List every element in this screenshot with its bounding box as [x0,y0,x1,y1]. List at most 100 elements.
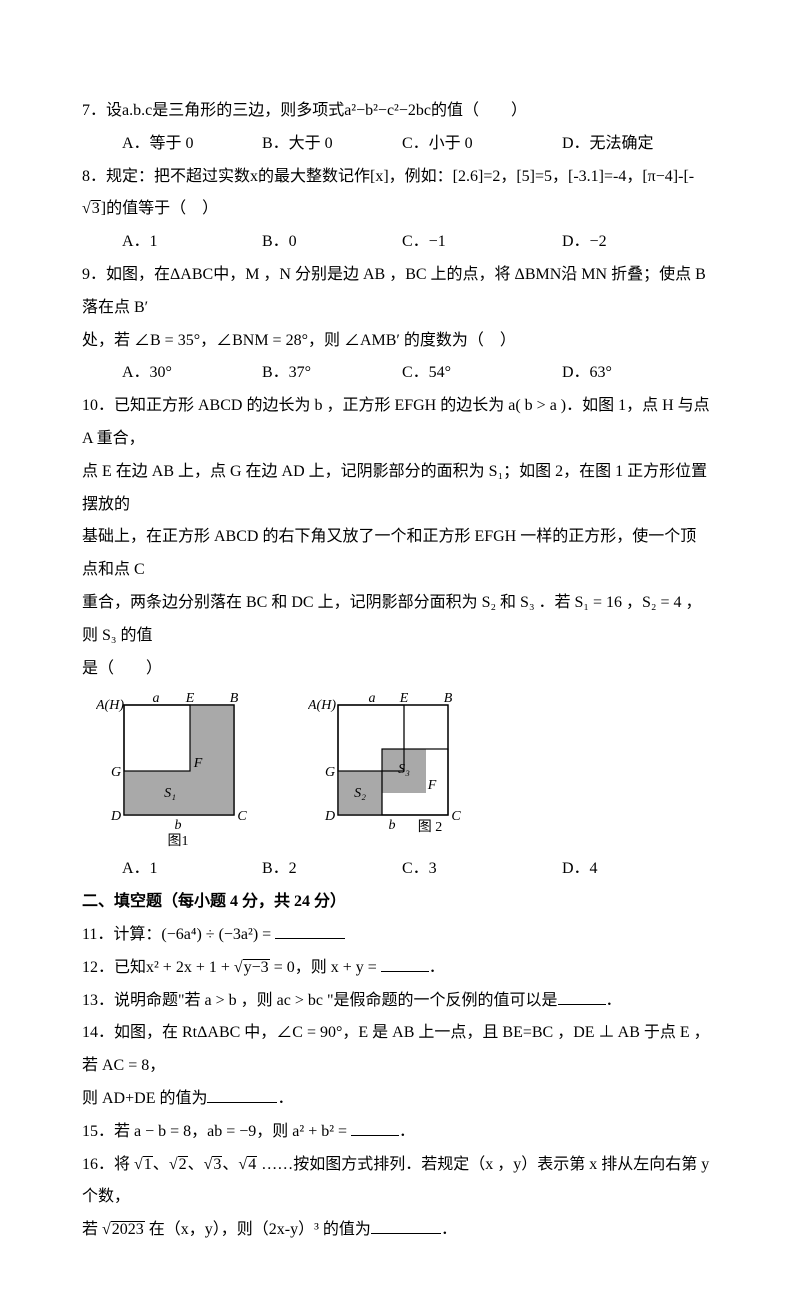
fig1-cap: 图1 [168,834,189,849]
q9-line2: 处，若 ∠B = 35°，∠BNM = 28°，则 ∠AMB′ 的度数为（ ） [82,325,712,358]
q10-opt-a: A．1 [122,853,262,886]
q7-opt-c: C．小于 0 [402,128,562,161]
q16-blank [371,1219,441,1234]
q15: 15．若 a − b = 8，ab = −9，则 a² + b² = ． [82,1116,712,1149]
sqrt-icon: √2 [169,1156,188,1173]
q9-opt-c: C．54° [402,357,562,390]
q11-pre: 11．计算： [82,926,161,943]
q10-options: A．1 B．2 C．3 D．4 [122,853,712,886]
q12: 12．已知x² + 2x + 1 + √y−3 = 0，则 x + y = ． [82,952,712,985]
q7-opt-d: D．无法确定 [562,128,702,161]
q9-opt-a: A．30° [122,357,262,390]
q12-mid: = 0，则 x + y = [270,959,381,976]
q7-options: A．等于 0 B．大于 0 C．小于 0 D．无法确定 [122,128,712,161]
q10-l3: 基础上，在正方形 ABCD 的右下角又放了一个和正方形 EFGH 一样的正方形，… [82,521,712,587]
q9-options: A．30° B．37° C．54° D．63° [122,357,712,390]
sqrt-icon: √4 [238,1156,257,1173]
fig1-E: E [185,691,195,706]
q10-opt-b: B．2 [262,853,402,886]
fig1-C: C [237,809,247,824]
fig1-a: a [153,691,160,706]
section2-title: 二、填空题（每小题 4 分，共 24 分） [82,886,712,919]
q10-opt-c: C．3 [402,853,562,886]
q9-opt-d: D．63° [562,357,702,390]
fig1-G: G [111,765,121,780]
q11-blank [275,924,345,939]
q11: 11．计算：(−6a⁴) ÷ (−3a²) = [82,919,712,952]
sqrt-icon: √y−3 [234,959,270,976]
q13: 13．说明命题"若 a > b ，则 ac > bc "是假命题的一个反例的值可… [82,985,712,1018]
fig1-b: b [175,818,182,833]
q14-l1: 14．如图，在 RtΔABC 中，∠C = 90°，E 是 AB 上一点，且 B… [82,1017,712,1083]
q16-r1: 1 [143,1156,153,1173]
fig2-a: a [369,691,376,706]
q15-pre: 15．若 a − b = 8，ab = −9，则 a² + b² = [82,1123,351,1140]
q16-r4: 4 [247,1156,257,1173]
q16-l2b: 在（x，y），则（2x-y）³ 的值为 [145,1221,371,1238]
q12-pre: 12．已知x² + 2x + 1 + [82,959,234,976]
fig1-F: F [193,756,203,771]
fig2-b: b [389,818,396,833]
q9-opt-b: B．37° [262,357,402,390]
q9-line1: 9．如图，在ΔABC中，M ，N 分别是边 AB ，BC 上的点，将 ΔBMN沿… [82,259,712,325]
q14-l2: 则 AD+DE 的值为 ． [82,1083,712,1116]
q16-r3: 3 [212,1156,222,1173]
fig2-B: B [444,691,453,706]
q10-figure1: A(H) a E B G F D S₁ C b 图1 [96,691,266,849]
q8-opt-c: C．−1 [402,226,562,259]
q13-pre: 13．说明命题"若 a > b ，则 ac > bc "是假命题的一个反例的值可… [82,992,558,1009]
q13-post: ． [606,992,622,1009]
q10-l1: 10．已知正方形 ABCD 的边长为 b ，正方形 EFGH 的边长为 a( b… [82,390,712,456]
q8-text-a: 8．规定：把不超过实数x的最大整数记作[x]，例如：[2.6]=2，[5]=5，… [82,168,694,185]
fig2-C: C [451,809,461,824]
q10-l4: 重合，两条边分别落在 BC 和 DC 上，记阴影部分面积为 S₂ 和 S₃ ．若… [82,587,712,653]
sqrt-icon: √3 [204,1156,223,1173]
q8-opt-a: A．1 [122,226,262,259]
q7-opt-b: B．大于 0 [262,128,402,161]
q10-opt-d: D．4 [562,853,702,886]
q13-blank [558,989,606,1004]
fig2-F: F [427,778,437,793]
q8-opt-b: B．0 [262,226,402,259]
q11-expr: (−6a⁴) ÷ (−3a²) = [161,926,271,943]
q8-root: 3 [91,200,101,217]
q12-post: ． [429,959,445,976]
fig1-S1: S₁ [164,786,176,801]
fig2-E: E [399,691,409,706]
fig1-D: D [110,809,121,824]
fig2-S2: S₂ [354,786,366,801]
q15-post: ． [399,1123,415,1140]
fig2-cap: 图 2 [418,820,443,835]
q8-options: A．1 B．0 C．−1 D．−2 [122,226,712,259]
fig2-D: D [324,809,335,824]
sqrt-icon: √1 [134,1156,153,1173]
q14-blank [207,1088,277,1103]
fig2-S3: S₃ [398,762,410,777]
sqrt-icon: √3 [82,200,101,217]
q12-blank [381,956,429,971]
fig1-AH: A(H) [96,698,124,713]
fig2-AH: A(H) [308,698,336,713]
q10-l5: 是（ ） [82,653,712,686]
q8-text-b: ]的值等于（ ） [101,200,218,217]
q10-figures: A(H) a E B G F D S₁ C b 图1 [96,691,712,849]
q16-l2a: 若 [82,1221,102,1238]
q16-r2: 2 [178,1156,188,1173]
q16-l1: 16．将 √1、√2、√3、√4 ……按如图方式排列．若规定（x ，y）表示第 … [82,1149,712,1215]
q16-pre: 16．将 [82,1156,134,1173]
fig1-B: B [230,691,239,706]
q14-l2-text: 则 AD+DE 的值为 [82,1090,207,1107]
q16-post: ． [441,1221,457,1238]
q10-l2: 点 E 在边 AB 上，点 G 在边 AD 上，记阴影部分的面积为 S₁；如图 … [82,456,712,522]
q16-l2: 若 √2023 在（x，y），则（2x-y）³ 的值为 ． [82,1214,712,1247]
q16-r5: 2023 [111,1221,145,1238]
q8-opt-d: D．−2 [562,226,702,259]
q7-opt-a: A．等于 0 [122,128,262,161]
q10-figure2: A(H) a E B G S₃ F D S₂ C b 图 2 [308,691,486,849]
q12-root: y−3 [243,959,270,976]
q7-text: 7．设a.b.c是三角形的三边，则多项式a²−b²−c²−2bc的值（ ） [82,95,712,128]
q14-post: ． [277,1090,293,1107]
fig2-G: G [325,765,335,780]
sqrt-icon: √2023 [102,1221,145,1238]
q8-text: 8．规定：把不超过实数x的最大整数记作[x]，例如：[2.6]=2，[5]=5，… [82,161,712,227]
